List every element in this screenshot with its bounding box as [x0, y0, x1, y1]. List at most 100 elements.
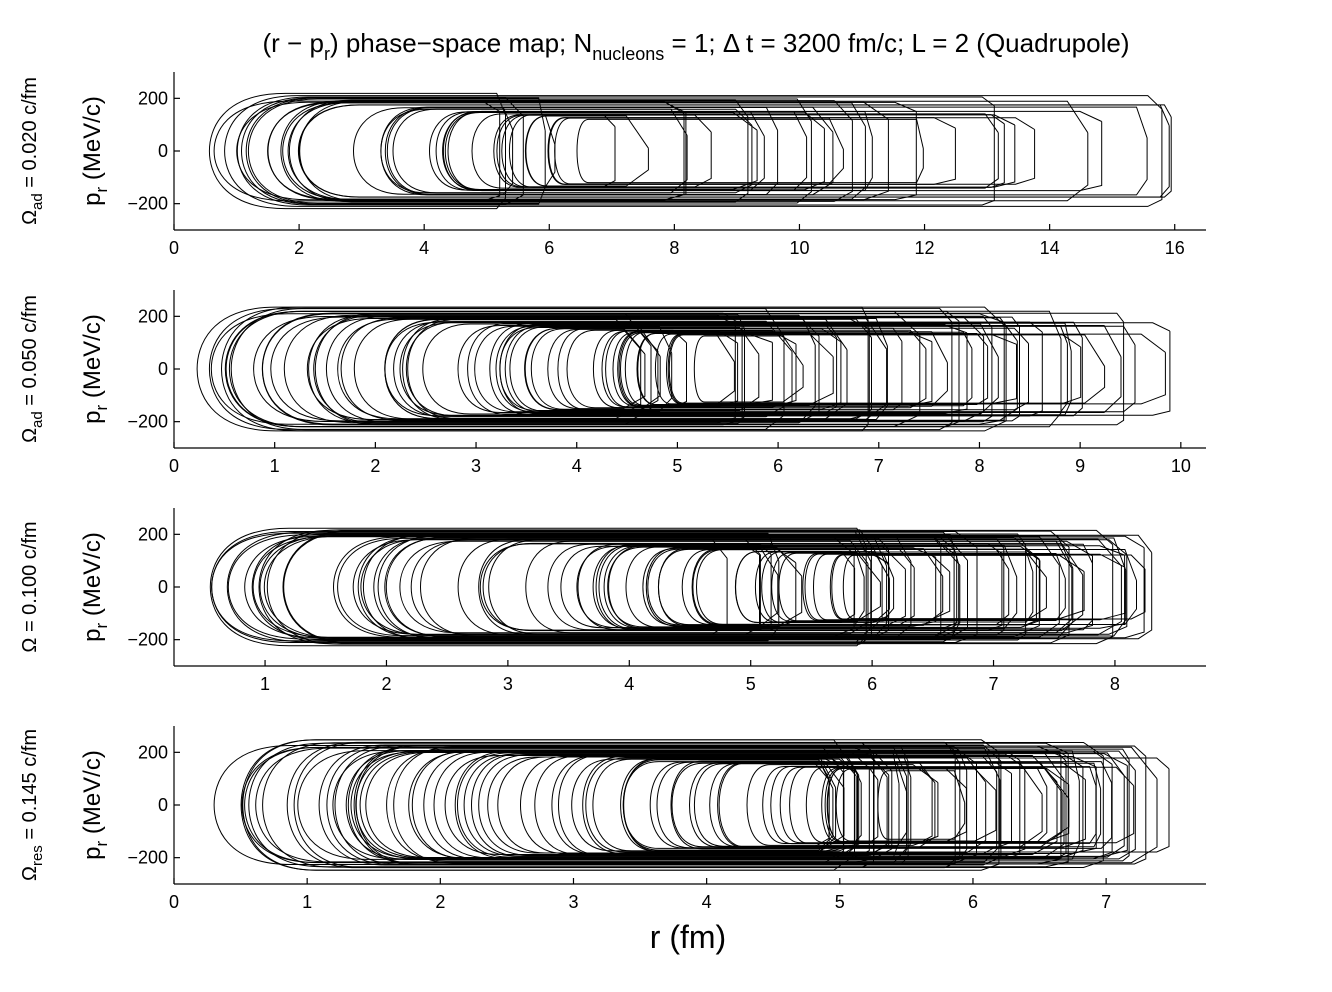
trajectory-loop	[211, 531, 978, 643]
trajectory-loop	[576, 118, 924, 184]
panel-1: 0 2 4 6 8 10 12 14 16 200 0 −200 pr (MeV/c) Ωad = 0.0…	[19, 72, 1206, 258]
trajectory-loop	[495, 325, 1068, 413]
row-label-value: = 0.100 c/fm	[19, 521, 41, 637]
trajectory-loop	[501, 114, 712, 188]
trajectory-loop	[208, 92, 506, 210]
trajectory-loop	[352, 539, 1128, 635]
trajectory-loop	[530, 328, 842, 410]
trajectory-loop	[384, 321, 1083, 417]
trajectory-loop	[236, 101, 889, 201]
trajectory-loop	[654, 333, 1166, 405]
trajectory-loop	[226, 531, 968, 643]
trajectory-loop	[688, 762, 936, 848]
trajectory-loop	[299, 100, 1089, 202]
trajectory-loop	[463, 753, 1026, 857]
trajectory-loop	[598, 544, 772, 630]
trajectory-loop	[524, 115, 616, 187]
title-part-3: = 1; Δ t = 3200 fm/c; L = 2 (Quadrupole)	[664, 28, 1129, 58]
trajectory-loop	[779, 766, 1135, 844]
trajectory-loop	[842, 554, 1085, 620]
trajectory-loop	[667, 333, 1017, 405]
x-tick-label: 1	[260, 674, 270, 694]
trajectory-loop	[357, 535, 1145, 639]
trajectory-loop	[287, 101, 917, 201]
y-tick-label: 0	[158, 141, 168, 161]
panel-2: 0 1 2 3 4 5 6 7 8 9 10 200 0 −200 pr (MeV/c) Ωad = 0.05…	[19, 290, 1206, 476]
panel-4: 0 1 2 3 4 5 6 7 200 0 −200 pr (MeV/c) Ωres = 0.145 c…	[19, 726, 1206, 912]
trajectory-loop	[474, 325, 1136, 413]
ylabel-p: p	[79, 192, 106, 205]
trajectory-loop	[442, 111, 825, 191]
trajectory-loop	[435, 111, 873, 191]
trajectory-loop	[734, 551, 890, 623]
trajectory-group	[213, 739, 1170, 871]
trajectory-loop	[220, 306, 869, 432]
trajectory-loop	[693, 335, 804, 403]
trajectory-loop	[399, 540, 1093, 634]
trajectory-loop	[332, 536, 942, 638]
trajectory-loop	[442, 111, 765, 191]
trajectory-loop	[665, 333, 1082, 405]
trajectory-loop	[248, 742, 1069, 868]
trajectory-loop	[525, 115, 649, 187]
x-axis-label: r (fm)	[650, 919, 726, 955]
trajectory-loop	[326, 745, 844, 865]
x-tick-label: 5	[672, 456, 682, 476]
x-tick-label: 5	[835, 892, 845, 912]
row-label-omega: Ω	[19, 866, 41, 881]
trajectory-loop	[592, 758, 855, 852]
ylabel-sub-r: r	[92, 186, 111, 192]
trajectory-loop	[236, 96, 995, 206]
trajectory-loop	[560, 545, 958, 629]
trajectory-loop	[247, 98, 812, 204]
trajectory-loop	[244, 746, 908, 864]
trajectory-loop	[551, 755, 830, 855]
trajectory-loop	[386, 107, 779, 195]
x-tick-label: 10	[789, 238, 809, 258]
x-tick-label: 9	[1075, 456, 1085, 476]
trajectory-loop	[717, 762, 1043, 848]
trajectory-loop	[306, 318, 888, 420]
x-tick-label: 7	[989, 674, 999, 694]
trajectory-loop	[365, 752, 1065, 858]
trajectory-loop	[826, 768, 1070, 842]
trajectory-loop	[493, 114, 1016, 188]
ylabel-p: p	[79, 846, 106, 859]
trajectory-loop	[444, 755, 1058, 855]
trajectory-loop	[709, 763, 830, 847]
trajectory-loop	[263, 535, 955, 639]
trajectory-loop	[571, 758, 858, 852]
x-tick-label: 3	[568, 892, 578, 912]
x-tick-label: 5	[746, 674, 756, 694]
trajectory-loop	[617, 331, 933, 407]
trajectory-loop	[245, 97, 546, 205]
trajectory-loop	[746, 764, 939, 846]
trajectory-loop	[612, 331, 735, 407]
trajectory-loop	[385, 536, 1040, 638]
trajectory-loop	[487, 756, 860, 854]
trajectory-loop	[831, 554, 1047, 620]
trajectory-loop	[789, 766, 1097, 844]
trajectory-loop	[457, 325, 1122, 413]
x-tick-label: 6	[968, 892, 978, 912]
trajectory-loop	[623, 758, 837, 852]
x-tick-label: 16	[1165, 238, 1185, 258]
trajectory-loop	[422, 323, 999, 415]
y-axis-label: pr (MeV/c)	[79, 532, 111, 642]
trajectory-loop	[497, 756, 987, 854]
ylabel-p: p	[79, 628, 106, 641]
row-label-sub: ad	[29, 411, 46, 428]
title-sub-nucleons: nucleons	[592, 44, 664, 64]
row-label-sub: ad	[29, 193, 46, 210]
trajectory-loop	[804, 553, 951, 621]
trajectory-group	[196, 306, 1171, 432]
y-tick-label: −200	[127, 194, 168, 214]
trajectory-loop	[373, 536, 961, 638]
trajectory-loop	[622, 759, 834, 851]
trajectory-loop	[392, 108, 688, 194]
trajectory-loop	[499, 327, 760, 411]
ylabel-sub-r: r	[92, 622, 111, 628]
trajectory-loop	[761, 551, 890, 623]
trajectory-loop	[693, 763, 908, 847]
